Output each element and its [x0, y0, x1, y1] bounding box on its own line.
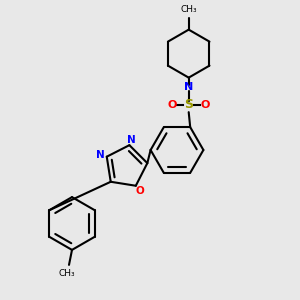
Text: CH₃: CH₃ [180, 5, 197, 14]
Text: O: O [167, 100, 177, 110]
Text: S: S [184, 98, 193, 111]
Text: CH₃: CH₃ [58, 269, 75, 278]
Text: O: O [135, 186, 144, 196]
Text: N: N [96, 150, 104, 160]
Text: O: O [200, 100, 210, 110]
Text: N: N [184, 82, 193, 92]
Text: N: N [127, 135, 135, 145]
